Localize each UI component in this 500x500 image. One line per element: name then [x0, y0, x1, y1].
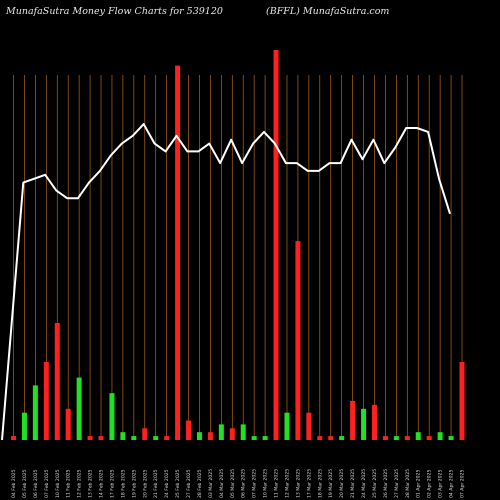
x-tick-label: 10 Feb 2025 — [55, 469, 61, 498]
volume-bar — [448, 436, 454, 440]
x-tick-label: 05 Feb 2025 — [22, 469, 28, 498]
volume-bar — [339, 436, 345, 440]
volume-bar — [240, 424, 246, 440]
x-tick-label: 07 Mar 2025 — [252, 469, 258, 498]
volume-bar — [87, 436, 93, 440]
volume-bar — [251, 436, 257, 440]
volume-bar — [317, 436, 323, 440]
x-tick-label: 01 Apr 2025 — [416, 470, 422, 498]
volume-bar — [65, 408, 71, 440]
x-tick-label: 26 Mar 2025 — [383, 469, 389, 498]
x-tick-label: 21 Feb 2025 — [153, 469, 159, 498]
volume-bar — [98, 436, 104, 440]
x-tick-label: 12 Feb 2025 — [77, 469, 83, 498]
volume-bar — [43, 362, 49, 440]
x-tick-label: 04 Apr 2025 — [449, 470, 455, 498]
x-tick-label: 24 Feb 2025 — [164, 469, 170, 498]
volume-bar — [295, 241, 301, 440]
x-tick-label: 28 Mar 2025 — [405, 469, 411, 498]
volume-bar — [120, 432, 126, 440]
x-tick-label: 03 Apr 2025 — [438, 470, 444, 498]
x-tick-label: 21 Mar 2025 — [350, 469, 356, 498]
x-tick-label: 14 Feb 2025 — [99, 469, 105, 498]
x-tick-label: 25 Mar 2025 — [372, 469, 378, 498]
x-tick-label: 03 Mar 2025 — [208, 469, 214, 498]
volume-bar — [21, 412, 27, 440]
x-tick-label: 06 Mar 2025 — [241, 469, 247, 498]
volume-bar — [175, 65, 181, 440]
volume-bar — [459, 362, 465, 440]
x-tick-label: 18 Feb 2025 — [120, 469, 126, 498]
volume-bar — [186, 420, 192, 440]
x-tick-label: 07 Apr 2025 — [460, 470, 466, 498]
x-tick-label: 17 Mar 2025 — [306, 469, 312, 498]
x-tick-label: 04 Mar 2025 — [219, 469, 225, 498]
volume-bar — [273, 50, 279, 440]
volume-bar — [109, 393, 115, 440]
money-flow-line — [1, 123, 451, 441]
volume-bar — [328, 436, 334, 440]
volume-bar — [229, 428, 235, 440]
volume-bar — [153, 436, 159, 440]
volume-bar — [262, 436, 268, 440]
chart-title: MunafaSutra Money Flow Charts for 539120 — [6, 6, 223, 17]
x-tick-label: 05 Mar 2025 — [230, 469, 236, 498]
volume-bar — [350, 401, 356, 440]
x-tick-label: 17 Feb 2025 — [109, 469, 115, 498]
volume-bar — [218, 424, 224, 440]
x-tick-label: 24 Mar 2025 — [361, 469, 367, 498]
x-tick-label: 10 Mar 2025 — [263, 469, 269, 498]
volume-bar — [142, 428, 148, 440]
volume-bar — [393, 436, 399, 440]
volume-bar — [382, 436, 388, 440]
volume-bar — [196, 432, 202, 440]
volume-bar — [361, 408, 367, 440]
volume-bar — [426, 436, 432, 440]
volume-bar — [131, 436, 137, 440]
x-tick-label: 25 Feb 2025 — [175, 469, 181, 498]
volume-bar — [54, 323, 60, 440]
x-tick-label: 27 Feb 2025 — [186, 469, 192, 498]
x-tick-label: 27 Mar 2025 — [394, 469, 400, 498]
volume-bar — [437, 432, 443, 440]
volume-bar — [76, 377, 82, 440]
x-tick-label: 20 Feb 2025 — [142, 469, 148, 498]
x-tick-label: 20 Mar 2025 — [339, 469, 345, 498]
x-tick-label: 04 Feb 2025 — [11, 469, 17, 498]
x-tick-label: 13 Mar 2025 — [295, 469, 301, 498]
volume-bar — [371, 404, 377, 440]
volume-bar — [32, 385, 38, 440]
volume-bar — [284, 412, 290, 440]
site-name: (BFFL) MunafaSutra.com — [266, 6, 390, 17]
volume-bar — [164, 436, 170, 440]
x-tick-label: 02 Apr 2025 — [427, 470, 433, 498]
x-tick-label: 07 Feb 2025 — [44, 469, 50, 498]
x-tick-label: 19 Mar 2025 — [328, 469, 334, 498]
x-tick-label: 11 Mar 2025 — [274, 469, 280, 498]
x-tick-label: 28 Feb 2025 — [197, 469, 203, 498]
x-tick-label: 12 Mar 2025 — [284, 469, 290, 498]
x-tick-label: 19 Feb 2025 — [131, 469, 137, 498]
volume-bar — [11, 436, 16, 440]
volume-bar — [404, 436, 410, 440]
x-tick-label: 13 Feb 2025 — [88, 469, 94, 498]
x-tick-label: 11 Feb 2025 — [66, 469, 72, 498]
volume-bar — [415, 432, 421, 440]
x-tick-label: 18 Mar 2025 — [317, 469, 323, 498]
volume-bar — [306, 412, 312, 440]
volume-bar — [207, 432, 213, 440]
x-tick-label: 06 Feb 2025 — [33, 469, 39, 498]
